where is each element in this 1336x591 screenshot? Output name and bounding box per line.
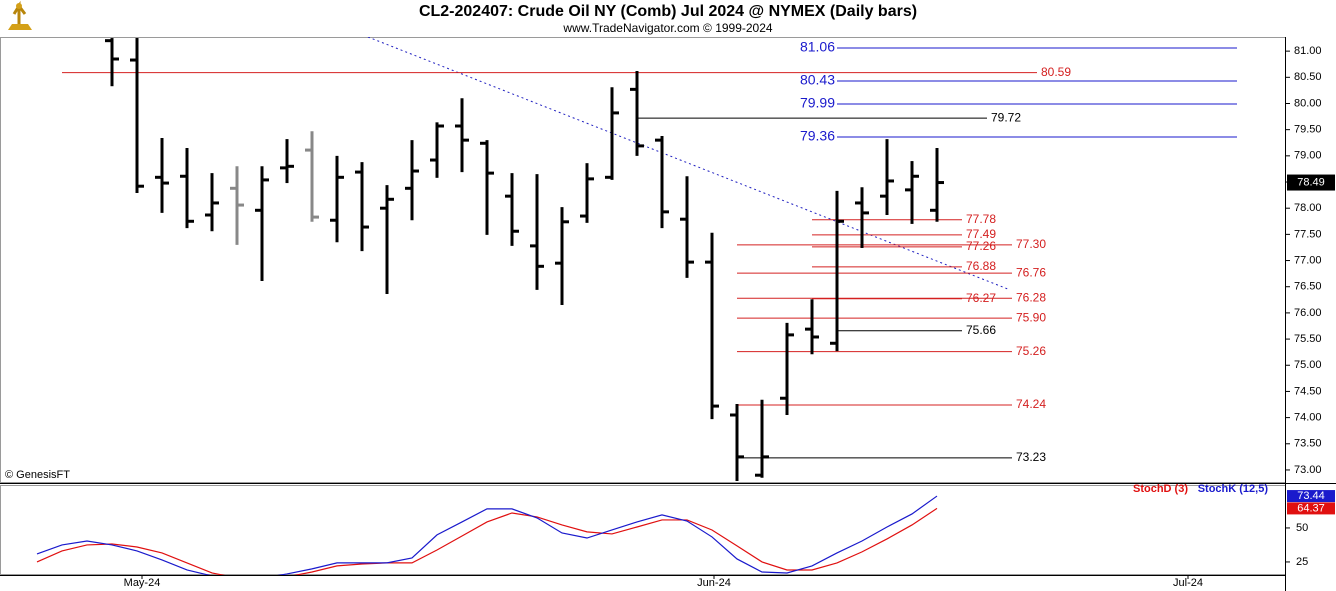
stoch-line <box>36 495 938 575</box>
y-tick-label: 74.00 <box>1294 412 1322 424</box>
last-value-box <box>1287 502 1335 515</box>
level-label: 76.76 <box>1016 265 1046 279</box>
stoch-line <box>36 507 938 575</box>
logo <box>8 0 32 30</box>
level-label: 76.88 <box>966 259 996 273</box>
y-tick-label: 25 <box>1296 556 1308 568</box>
level-label: 80.43 <box>800 72 835 88</box>
level-label: 77.30 <box>1016 237 1046 251</box>
y-tick-label: 77.00 <box>1294 254 1322 266</box>
level-label: 75.26 <box>1016 344 1046 358</box>
level-label: 80.59 <box>1041 65 1071 79</box>
level-label: 74.24 <box>1016 397 1046 411</box>
y-tick-label: 78.00 <box>1294 202 1322 214</box>
y-tick-label: 76.50 <box>1294 281 1322 293</box>
overlay: 73.00 73.50 74.00 74.50 75.00 75.50 76.00 76.50… <box>124 39 1335 589</box>
x-tick-label: Jun-24 <box>697 577 731 589</box>
price-panel <box>0 37 1286 483</box>
last-value-label: 64.37 <box>1297 502 1325 514</box>
level-label: 79.99 <box>800 95 835 111</box>
last-value-box <box>1287 490 1335 503</box>
level-label: 77.49 <box>966 227 996 241</box>
y-tick-label: 75.00 <box>1294 359 1322 371</box>
level-label: 77.78 <box>966 212 996 226</box>
y-tick-label: 73.50 <box>1294 438 1322 450</box>
level-label: 77.26 <box>966 239 996 253</box>
y-tick-label: 74.50 <box>1294 385 1322 397</box>
price-plot <box>62 37 1237 481</box>
y-tick-label: 76.00 <box>1294 307 1322 319</box>
legend-entry: StochD (3) <box>1133 483 1188 495</box>
x-tick-label: May-24 <box>124 577 161 589</box>
level-label: 73.23 <box>1016 450 1046 464</box>
chart-subtitle: www.TradeNavigator.com © 1999-2024 <box>562 21 772 35</box>
level-label: 81.06 <box>800 39 835 55</box>
y-tick-label: 77.50 <box>1294 228 1322 240</box>
y-tick-label: 73.00 <box>1294 464 1322 476</box>
y-tick-label: 81.00 <box>1294 45 1322 57</box>
y-tick-label: 80.50 <box>1294 71 1322 83</box>
chart-title: CL2-202407: Crude Oil NY (Comb) Jul 2024… <box>419 3 917 20</box>
y-tick-label: 50 <box>1296 522 1308 534</box>
last-price-box <box>1287 174 1335 191</box>
stoch-panel <box>0 485 1286 575</box>
level-label: 75.90 <box>1016 310 1046 324</box>
level-label: 79.72 <box>991 110 1021 124</box>
last-value-label: 73.44 <box>1297 490 1325 502</box>
y-tick-label: 75.50 <box>1294 333 1322 345</box>
level-label: 76.28 <box>1016 290 1046 304</box>
stoch-plot <box>36 495 938 575</box>
trendline <box>367 37 1011 291</box>
watermark: © GenesisFT <box>5 469 70 481</box>
legend-entry: StochK (12,5) <box>1198 483 1269 495</box>
level-label: 75.66 <box>966 323 996 337</box>
last-price-label: 78.49 <box>1297 176 1325 188</box>
y-tick-label: 79.00 <box>1294 150 1322 162</box>
x-tick-label: Jul-24 <box>1173 577 1203 589</box>
y-tick-label: 79.50 <box>1294 124 1322 136</box>
level-label: 79.36 <box>800 128 835 144</box>
level-label: 76.27 <box>966 291 996 305</box>
y-tick-label: 80.00 <box>1294 97 1322 109</box>
